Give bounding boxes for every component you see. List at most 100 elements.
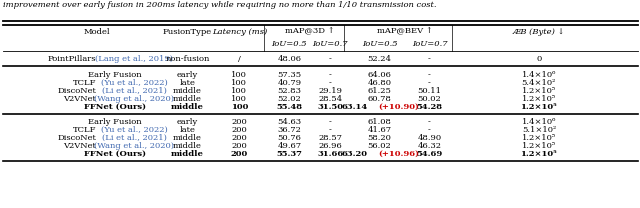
Text: Model: Model xyxy=(84,28,111,36)
Text: 50.02: 50.02 xyxy=(417,95,442,103)
Text: 50.11: 50.11 xyxy=(417,87,442,95)
Text: V2VNet: V2VNet xyxy=(63,142,96,150)
Text: non-fusion: non-fusion xyxy=(165,56,210,63)
Text: 54.69: 54.69 xyxy=(416,150,443,158)
Text: -: - xyxy=(329,71,332,79)
Text: 28.57: 28.57 xyxy=(318,134,342,142)
Text: 48.06: 48.06 xyxy=(277,56,301,63)
Text: 100: 100 xyxy=(232,71,247,79)
Text: -: - xyxy=(329,126,332,134)
Text: 100: 100 xyxy=(232,79,247,87)
Text: 200: 200 xyxy=(232,126,247,134)
Text: 58.20: 58.20 xyxy=(367,134,392,142)
Text: -: - xyxy=(428,79,431,87)
Text: -: - xyxy=(329,118,332,126)
Text: 63.14: 63.14 xyxy=(342,103,368,111)
Text: 57.35: 57.35 xyxy=(277,71,301,79)
Text: 36.72: 36.72 xyxy=(277,126,301,134)
Text: mAP@BEV ↑: mAP@BEV ↑ xyxy=(376,28,433,36)
Text: 54.28: 54.28 xyxy=(417,103,442,111)
Text: 61.25: 61.25 xyxy=(367,87,392,95)
Text: 60.78: 60.78 xyxy=(367,95,392,103)
Text: early: early xyxy=(177,71,198,79)
Text: IoU=0.5: IoU=0.5 xyxy=(362,40,397,48)
Text: early: early xyxy=(177,118,198,126)
Text: Early Fusion: Early Fusion xyxy=(88,118,142,126)
Text: 31.66: 31.66 xyxy=(317,150,344,158)
Text: 41.67: 41.67 xyxy=(367,126,392,134)
Text: 50.76: 50.76 xyxy=(277,134,301,142)
Text: (Yu et al., 2022): (Yu et al., 2022) xyxy=(101,79,168,87)
Text: 1.2×10⁵: 1.2×10⁵ xyxy=(522,134,556,142)
Text: FFNet (Ours): FFNet (Ours) xyxy=(84,150,146,158)
Text: 26.96: 26.96 xyxy=(318,142,342,150)
Text: 49.67: 49.67 xyxy=(277,142,301,150)
Text: -: - xyxy=(428,56,431,63)
Text: (Wang et al., 2020): (Wang et al., 2020) xyxy=(95,95,174,103)
Text: 1.2×10⁵: 1.2×10⁵ xyxy=(522,142,556,150)
Text: -: - xyxy=(428,118,431,126)
Text: (Lang et al., 2019): (Lang et al., 2019) xyxy=(95,56,173,63)
Text: (Yu et al., 2022): (Yu et al., 2022) xyxy=(101,126,168,134)
Text: PointPillars: PointPillars xyxy=(47,56,96,63)
Text: FFNet (Ours): FFNet (Ours) xyxy=(84,103,146,111)
Text: late: late xyxy=(180,79,195,87)
Text: 52.24: 52.24 xyxy=(367,56,392,63)
Text: IoU=0.7: IoU=0.7 xyxy=(312,40,348,48)
Text: 1.4×10⁶: 1.4×10⁶ xyxy=(522,71,556,79)
Text: late: late xyxy=(180,126,195,134)
Text: 31.50: 31.50 xyxy=(317,103,343,111)
Text: 100: 100 xyxy=(232,87,247,95)
Text: 1.2×10⁵: 1.2×10⁵ xyxy=(520,150,557,158)
Text: 52.83: 52.83 xyxy=(277,87,301,95)
Text: TCLF: TCLF xyxy=(72,126,96,134)
Text: 48.90: 48.90 xyxy=(417,134,442,142)
Text: 200: 200 xyxy=(232,118,247,126)
Text: 100: 100 xyxy=(230,103,248,111)
Text: -: - xyxy=(428,126,431,134)
Text: DiscoNet: DiscoNet xyxy=(57,87,96,95)
Text: (Li et al., 2021): (Li et al., 2021) xyxy=(102,87,167,95)
Text: 1.2×10⁵: 1.2×10⁵ xyxy=(520,103,557,111)
Text: 54.63: 54.63 xyxy=(277,118,301,126)
Text: Early Fusion: Early Fusion xyxy=(88,71,142,79)
Text: IoU=0.5: IoU=0.5 xyxy=(271,40,307,48)
Text: 0: 0 xyxy=(536,56,541,63)
Text: middle: middle xyxy=(173,87,202,95)
Text: 1.2×10⁵: 1.2×10⁵ xyxy=(522,95,556,103)
Text: (Li et al., 2021): (Li et al., 2021) xyxy=(102,134,167,142)
Text: middle: middle xyxy=(173,95,202,103)
Text: 64.06: 64.06 xyxy=(367,71,392,79)
Text: 52.02: 52.02 xyxy=(277,95,301,103)
Text: middle: middle xyxy=(171,150,204,158)
Text: 46.32: 46.32 xyxy=(417,142,442,150)
Text: 55.37: 55.37 xyxy=(276,150,302,158)
Text: IoU=0.7: IoU=0.7 xyxy=(412,40,447,48)
Text: middle: middle xyxy=(173,142,202,150)
Text: FusionType: FusionType xyxy=(163,28,212,36)
Text: (+10.96): (+10.96) xyxy=(378,150,419,158)
Text: ÆB (Byte) ↓: ÆB (Byte) ↓ xyxy=(513,28,565,36)
Text: 200: 200 xyxy=(232,134,247,142)
Text: 29.19: 29.19 xyxy=(318,87,342,95)
Text: 5.4×10²: 5.4×10² xyxy=(522,79,556,87)
Text: 55.48: 55.48 xyxy=(276,103,302,111)
Text: 200: 200 xyxy=(232,142,247,150)
Text: 5.1×10²: 5.1×10² xyxy=(522,126,556,134)
Text: (Wang et al., 2020): (Wang et al., 2020) xyxy=(95,142,174,150)
Text: 61.08: 61.08 xyxy=(367,118,392,126)
Text: -: - xyxy=(428,71,431,79)
Text: 200: 200 xyxy=(231,150,248,158)
Text: middle: middle xyxy=(173,134,202,142)
Text: V2VNet: V2VNet xyxy=(63,95,96,103)
Text: 1.4×10⁶: 1.4×10⁶ xyxy=(522,118,556,126)
Text: -: - xyxy=(329,56,332,63)
Text: 1.2×10⁵: 1.2×10⁵ xyxy=(522,87,556,95)
Text: -: - xyxy=(329,79,332,87)
Text: 46.80: 46.80 xyxy=(367,79,392,87)
Text: /: / xyxy=(238,56,241,63)
Text: Latency (ms): Latency (ms) xyxy=(212,28,267,36)
Text: 100: 100 xyxy=(232,95,247,103)
Text: DiscoNet: DiscoNet xyxy=(57,134,96,142)
Text: 28.54: 28.54 xyxy=(318,95,342,103)
